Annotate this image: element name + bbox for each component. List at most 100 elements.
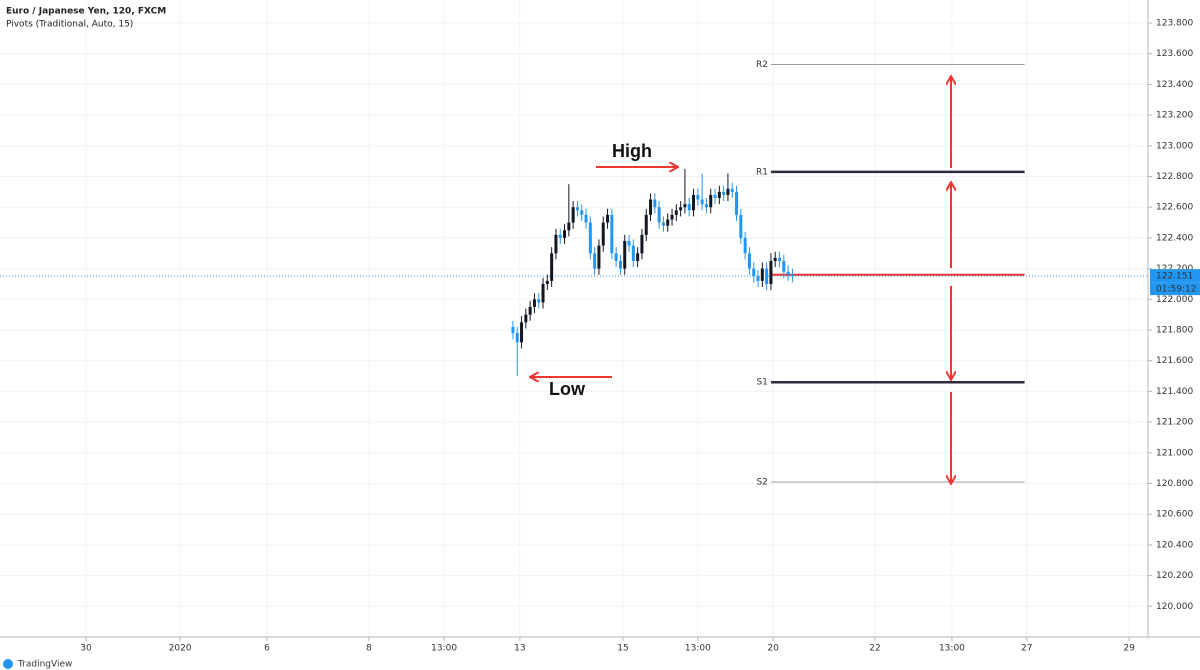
candle-body <box>610 214 614 254</box>
candle-body <box>511 326 515 334</box>
candle-body <box>644 214 648 235</box>
x-tick-label: 22 <box>869 644 880 654</box>
candle-body <box>743 237 747 254</box>
x-tick-label: 13:00 <box>939 644 965 654</box>
candle-body <box>601 222 605 246</box>
candle-body <box>649 199 653 215</box>
candle-body <box>541 283 545 303</box>
countdown-badge <box>1150 282 1200 296</box>
candle-body <box>606 214 610 223</box>
candle-body <box>550 253 554 281</box>
candle-body <box>554 234 558 254</box>
y-tick-label: 122.000 <box>1156 295 1193 305</box>
indicator-label: Pivots (Traditional, Auto, 15) <box>6 20 133 30</box>
candle-body <box>563 230 567 238</box>
candle-body <box>739 214 743 238</box>
y-tick-label: 121.400 <box>1156 387 1193 397</box>
candle-body <box>679 207 683 211</box>
candle-body <box>597 245 601 269</box>
candle-body <box>773 257 777 261</box>
chart-title: Euro / Japanese Yen, 120, FXCM <box>6 7 166 17</box>
pivot-label: S1 <box>756 378 767 388</box>
y-tick-label: 122.800 <box>1156 172 1193 182</box>
candle-body <box>765 268 769 284</box>
candle-body <box>537 299 541 303</box>
candle-body <box>717 191 721 199</box>
pivot-label: R1 <box>756 167 768 177</box>
candle-body <box>709 194 713 208</box>
candle-body <box>735 191 739 215</box>
candle-body <box>666 219 670 226</box>
candle-body <box>756 276 760 281</box>
candle-body <box>653 199 657 208</box>
candle-body <box>580 210 584 215</box>
y-tick-label: 123.800 <box>1156 19 1193 29</box>
candle-body <box>700 199 704 205</box>
grid <box>0 0 1148 637</box>
x-tick-label: 13 <box>514 644 525 654</box>
candle-body <box>726 188 730 195</box>
y-tick-label: 123.200 <box>1156 111 1193 121</box>
candle-body <box>713 194 717 199</box>
candle-body <box>515 333 519 343</box>
candle-body <box>790 274 794 277</box>
x-tick-label: 13:00 <box>685 644 711 654</box>
candle-body <box>640 234 644 254</box>
y-tick-label: 120.800 <box>1156 479 1193 489</box>
y-tick-label: 121.200 <box>1156 418 1193 428</box>
candle-body <box>618 260 622 269</box>
candle-body <box>778 257 782 261</box>
candle-body <box>588 222 592 254</box>
last-price-badge <box>1150 269 1200 283</box>
x-tick-label: 6 <box>264 644 270 654</box>
brand-logo <box>3 659 13 669</box>
y-tick-label: 122.600 <box>1156 203 1193 213</box>
x-tick-label: 27 <box>1021 644 1032 654</box>
x-tick-label: 15 <box>617 644 628 654</box>
countdown-label: 01:59:12 <box>1156 285 1196 295</box>
y-tick-label: 120.000 <box>1156 602 1193 612</box>
annotation: High <box>612 141 652 161</box>
pivot-label: R2 <box>756 60 768 70</box>
candle-body <box>696 194 700 200</box>
y-tick-label: 121.000 <box>1156 448 1193 458</box>
x-tick-label: 30 <box>80 644 92 654</box>
x-tick-label: 13:00 <box>431 644 457 654</box>
candle-body <box>760 268 764 281</box>
candle-body <box>722 191 726 195</box>
candle-body <box>730 188 734 192</box>
candle-body <box>545 280 549 284</box>
candle-body <box>769 260 773 284</box>
y-tick-label: 123.600 <box>1156 49 1193 59</box>
candle-body <box>636 253 640 261</box>
candle-body <box>782 260 786 272</box>
y-tick-label: 123.000 <box>1156 141 1193 151</box>
candle-body <box>575 207 579 211</box>
candle-body <box>571 207 575 223</box>
pivot-label: S2 <box>756 477 767 487</box>
candle-body <box>623 240 627 269</box>
y-tick-label: 120.400 <box>1156 540 1193 550</box>
candle-body <box>657 207 661 223</box>
candle-body <box>747 253 751 269</box>
y-tick-label: 121.800 <box>1156 326 1193 336</box>
candle-body <box>683 204 687 208</box>
x-tick-label: 8 <box>366 644 372 654</box>
annotation: Low <box>549 379 586 399</box>
candle-body <box>631 245 635 261</box>
x-tick-label: 29 <box>1123 644 1135 654</box>
candle-body <box>614 253 618 261</box>
y-tick-label: 123.400 <box>1156 80 1193 90</box>
candle-body <box>704 204 708 208</box>
x-tick-label: 20 <box>767 644 779 654</box>
candle-body <box>752 268 756 277</box>
plot: R2 R1 S1 S2 <box>0 60 1148 487</box>
y-tick-label: 120.200 <box>1156 571 1193 581</box>
axes: 120.000 120.200 120.400 120.600 120.800 121.0… <box>80 19 1200 654</box>
candle-body <box>593 253 597 269</box>
last-price-label: 122.151 <box>1156 272 1193 282</box>
y-tick-label: 121.600 <box>1156 356 1193 366</box>
candle-body <box>524 314 528 323</box>
y-tick-label: 120.600 <box>1156 510 1193 520</box>
